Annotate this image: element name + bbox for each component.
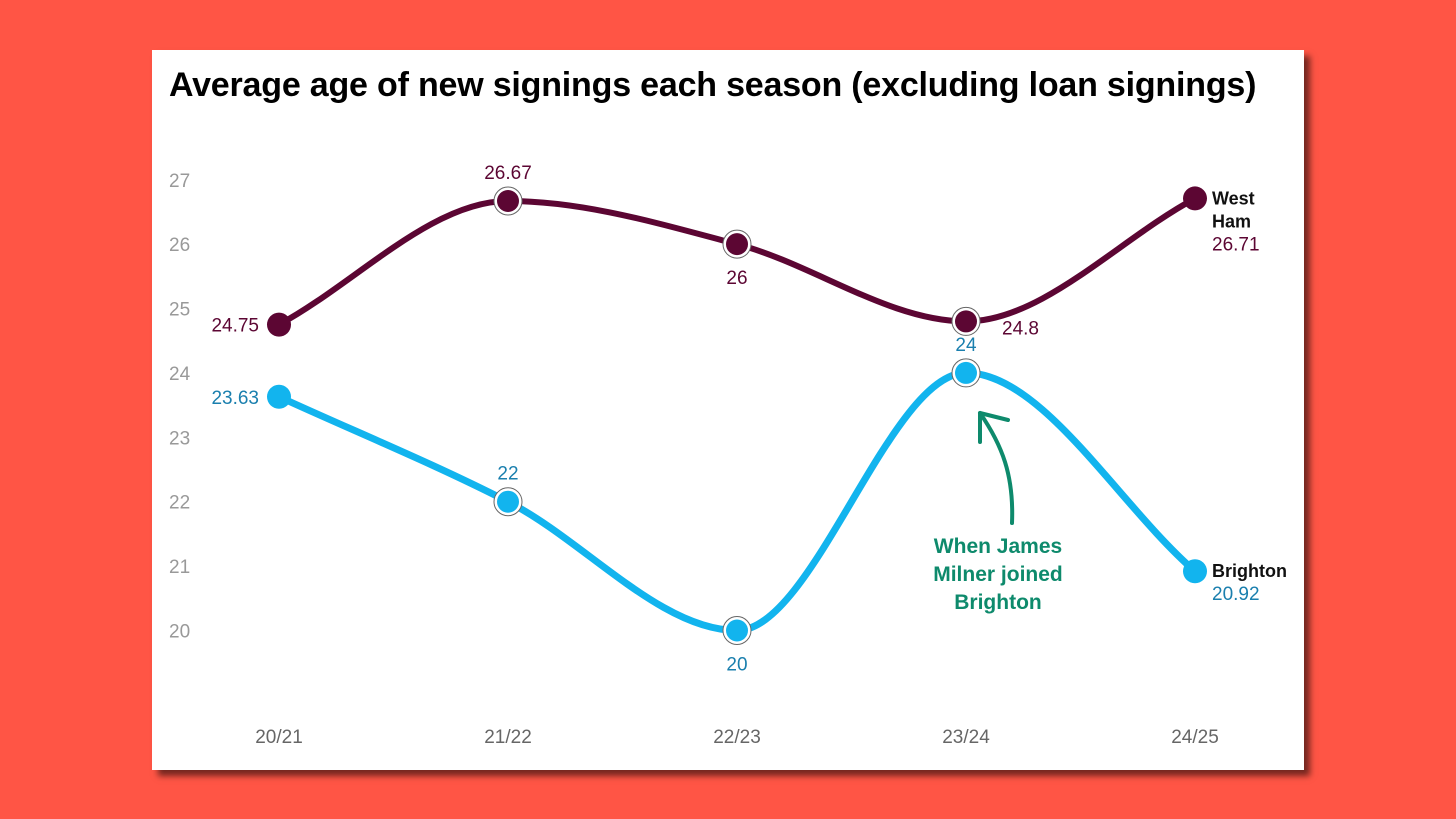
data-label: 26.71 (1212, 234, 1260, 255)
data-point (267, 384, 291, 409)
data-point-dot (497, 490, 519, 513)
y-axis: 20 21 22 23 24 25 26 27 (169, 171, 191, 643)
data-point (493, 487, 523, 517)
data-labels: 24.75 26.67 26 24.8 West Ham 26.71 23.63 22 20 24 B… (211, 163, 1287, 675)
annotation-text: Brighton (954, 591, 1041, 614)
data-point (267, 312, 291, 337)
data-point (1183, 559, 1207, 584)
data-point (722, 615, 752, 645)
data-point (722, 229, 752, 259)
data-label: 23.63 (211, 388, 259, 409)
series-points (267, 186, 1207, 645)
annotation-arrow (978, 411, 1015, 525)
data-label: 22 (497, 464, 518, 485)
annotation-text: When James (934, 535, 1062, 558)
chart-title: Average age of new signings each season … (169, 66, 1257, 104)
chart-card: Average age of new signings each season … (152, 50, 1304, 770)
y-tick-label: 26 (169, 235, 190, 256)
x-tick-label: 24/25 (1171, 727, 1219, 748)
x-tick-label: 21/22 (484, 727, 532, 748)
data-point-dot (1183, 186, 1207, 211)
y-tick-label: 27 (169, 171, 190, 192)
series-end-name: Brighton (1212, 561, 1287, 581)
x-tick-label: 20/21 (255, 727, 303, 748)
data-label: 26 (726, 268, 747, 289)
annotations: When James Milner joined Brighton (933, 411, 1063, 614)
y-tick-label: 20 (169, 621, 190, 642)
y-tick-label: 22 (169, 493, 190, 514)
data-point-dot (267, 312, 291, 337)
series-line (275, 369, 1199, 634)
annotation-arrowhead (978, 411, 1010, 444)
data-label: 24.8 (1002, 318, 1039, 339)
data-point-dot (726, 619, 748, 642)
y-tick-label: 23 (169, 428, 190, 449)
data-point (951, 306, 981, 336)
data-label: 20.92 (1212, 584, 1260, 605)
data-label: 24 (955, 335, 977, 356)
y-tick-label: 25 (169, 300, 190, 321)
data-label: 20 (726, 654, 747, 675)
y-tick-label: 24 (169, 364, 191, 385)
data-point-dot (267, 384, 291, 409)
x-tick-label: 23/24 (942, 727, 990, 748)
series-end-name: West (1212, 188, 1255, 208)
data-label: 24.75 (211, 316, 259, 337)
data-point-dot (1183, 559, 1207, 584)
line-chart: 20 21 22 23 24 25 26 27 20/21 21/22 22/23 23/24 24/… (169, 163, 1287, 748)
y-tick-label: 21 (169, 557, 190, 578)
data-label: 26.67 (484, 163, 532, 184)
annotation-text: Milner joined (933, 563, 1063, 586)
data-point-dot (726, 233, 748, 256)
x-tick-label: 22/23 (713, 727, 761, 748)
data-point-dot (955, 361, 977, 384)
x-axis: 20/21 21/22 22/23 23/24 24/25 (255, 727, 1219, 748)
data-point-dot (497, 190, 519, 213)
data-point-dot (955, 310, 977, 333)
data-point (1183, 186, 1207, 211)
data-point (493, 186, 523, 216)
series-line (276, 195, 1198, 328)
series-end-name: Ham (1212, 211, 1251, 231)
data-point (951, 358, 981, 388)
